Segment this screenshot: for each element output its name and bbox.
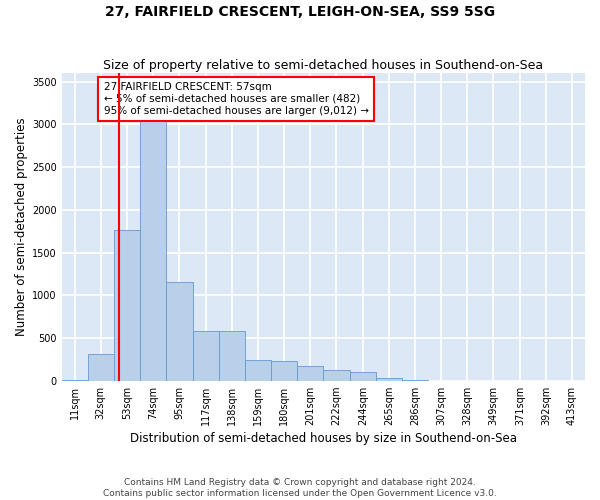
Bar — [376, 378, 402, 380]
Bar — [219, 331, 245, 380]
Bar — [350, 372, 376, 380]
Bar — [271, 360, 297, 380]
Text: Contains HM Land Registry data © Crown copyright and database right 2024.
Contai: Contains HM Land Registry data © Crown c… — [103, 478, 497, 498]
Bar — [140, 120, 166, 380]
Text: 27 FAIRFIELD CRESCENT: 57sqm
← 5% of semi-detached houses are smaller (482)
95% : 27 FAIRFIELD CRESCENT: 57sqm ← 5% of sem… — [104, 82, 368, 116]
Bar — [297, 366, 323, 380]
Y-axis label: Number of semi-detached properties: Number of semi-detached properties — [15, 118, 28, 336]
Bar — [323, 370, 350, 380]
Bar — [88, 354, 114, 380]
Bar — [193, 331, 219, 380]
Bar — [166, 282, 193, 380]
Bar — [245, 360, 271, 380]
Title: Size of property relative to semi-detached houses in Southend-on-Sea: Size of property relative to semi-detach… — [103, 59, 544, 72]
Bar — [114, 230, 140, 380]
X-axis label: Distribution of semi-detached houses by size in Southend-on-Sea: Distribution of semi-detached houses by … — [130, 432, 517, 445]
Text: 27, FAIRFIELD CRESCENT, LEIGH-ON-SEA, SS9 5SG: 27, FAIRFIELD CRESCENT, LEIGH-ON-SEA, SS… — [105, 5, 495, 19]
